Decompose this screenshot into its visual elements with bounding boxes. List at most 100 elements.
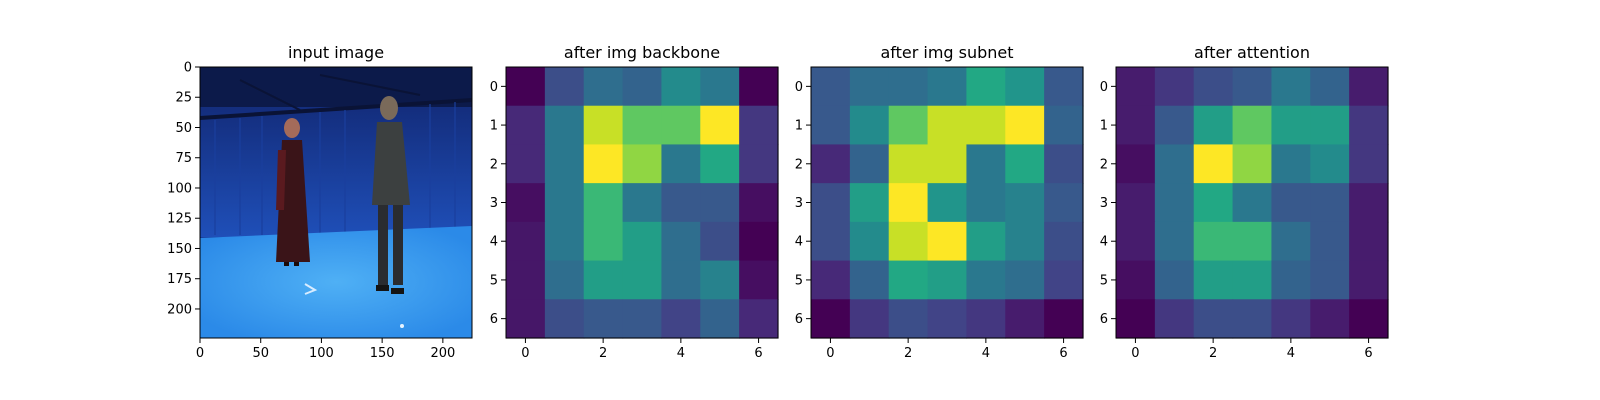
- heatmap-3-cell-0-3: [1232, 67, 1273, 107]
- heatmap-3-cell-4-6: [1349, 221, 1389, 262]
- heatmap-3-cell-0-4: [1271, 67, 1311, 107]
- heatmap-2-cell-1-6: [1044, 105, 1084, 146]
- input-y-tick-175: 175: [167, 272, 192, 287]
- heatmap-3-cell-5-3: [1232, 260, 1273, 300]
- heatmap-1-y-tick-4: 4: [490, 235, 498, 250]
- heatmap-2-cell-0-3: [927, 67, 968, 107]
- heatmap-3-cell-2-3: [1232, 144, 1273, 184]
- heatmap-2-cell-0-1: [849, 67, 890, 107]
- heatmap-2-x-tick-0: 0: [826, 346, 834, 361]
- heatmap-3-cell-6-3: [1232, 299, 1273, 339]
- heatmap-2-cell-2-2: [888, 144, 929, 184]
- attention-heatmap-title: after attention: [1194, 43, 1310, 62]
- heatmap-1-cell-1-5: [700, 105, 740, 146]
- heatmap-3-cell-0-5: [1310, 67, 1350, 107]
- heatmap-3-y-tick-4: 4: [1100, 235, 1108, 250]
- heatmap-2-cell-6-0: [811, 299, 851, 339]
- heatmap-3-cell-2-6: [1349, 144, 1389, 184]
- heatmap-1-cell-1-0: [506, 105, 546, 146]
- heatmap-1-cell-1-2: [583, 105, 624, 146]
- heatmap-3-cell-0-0: [1116, 67, 1156, 107]
- heatmap-1-cell-6-5: [700, 299, 740, 339]
- heatmap-1-x-tick-0: 0: [521, 346, 529, 361]
- heatmap-1-cell-5-4: [661, 260, 701, 300]
- heatmap-2-cell-6-5: [1005, 299, 1045, 339]
- heatmap-2-cell-2-5: [1005, 144, 1045, 184]
- heatmap-3-cell-3-2: [1193, 183, 1234, 223]
- heatmap-3-cell-2-0: [1116, 144, 1156, 184]
- input-y-tick-75: 75: [175, 151, 192, 166]
- heatmap-3-cell-4-1: [1154, 221, 1195, 262]
- heatmap-1-x-tick-4: 4: [677, 346, 685, 361]
- heatmap-3-cell-1-6: [1349, 105, 1389, 146]
- heatmap-3-cell-3-4: [1271, 183, 1311, 223]
- heatmap-1-x-tick-2: 2: [599, 346, 607, 361]
- heatmap-2-cell-1-1: [849, 105, 890, 146]
- heatmap-3-cell-1-2: [1193, 105, 1234, 146]
- heatmap-3-cell-6-1: [1154, 299, 1195, 339]
- heatmap-1-cell-3-0: [506, 183, 546, 223]
- input-y-tick-125: 125: [167, 212, 192, 227]
- input-image-panel: input image: [167, 43, 473, 361]
- heatmap-1-cell-5-5: [700, 260, 740, 300]
- heatmap-1-cell-1-1: [544, 105, 585, 146]
- heatmap-2-cell-1-5: [1005, 105, 1045, 146]
- heatmap-3-cell-1-0: [1116, 105, 1156, 146]
- input-y-tick-150: 150: [167, 242, 192, 257]
- heatmap-3-y-tick-3: 3: [1100, 196, 1108, 211]
- input-y-tick-25: 25: [175, 91, 192, 106]
- backbone-heatmap-panel: after img backbone 0 2 4 6 0 1 2 3 4 5 6: [490, 43, 779, 361]
- heatmap-2-cell-1-0: [811, 105, 851, 146]
- heatmap-1-cell-4-3: [622, 221, 663, 262]
- heatmap-2-cell-3-2: [888, 183, 929, 223]
- heatmap-2-cell-4-0: [811, 221, 851, 262]
- heatmap-1-cell-1-3: [622, 105, 663, 146]
- heatmap-2-cell-3-5: [1005, 183, 1045, 223]
- heatmap-2-x-tick-2: 2: [904, 346, 912, 361]
- heatmap-3-y-tick-5: 5: [1100, 273, 1108, 288]
- heatmap-2-cell-2-1: [849, 144, 890, 184]
- heatmap-3-cell-2-5: [1310, 144, 1350, 184]
- heatmap-2-cell-0-4: [966, 67, 1006, 107]
- heatmap-2-cell-3-0: [811, 183, 851, 223]
- heatmap-2-cell-4-5: [1005, 221, 1045, 262]
- heatmap-2-cell-5-2: [888, 260, 929, 300]
- heatmap-2-y-tick-3: 3: [795, 196, 803, 211]
- heatmap-2-cell-3-4: [966, 183, 1006, 223]
- heatmap-3-y-tick-6: 6: [1100, 312, 1108, 327]
- heatmap-3-cell-3-6: [1349, 183, 1389, 223]
- heatmap-2-x-tick-6: 6: [1059, 346, 1067, 361]
- heatmap-2-cell-6-6: [1044, 299, 1084, 339]
- heatmap-1-cell-5-2: [583, 260, 624, 300]
- heatmap-1-cell-3-6: [739, 183, 779, 223]
- heatmap-2-cell-0-6: [1044, 67, 1084, 107]
- heatmap-3-cell-3-5: [1310, 183, 1350, 223]
- heatmap-1-cell-0-2: [583, 67, 624, 107]
- heatmap-2-cell-5-6: [1044, 260, 1084, 300]
- heatmap-1-cell-3-1: [544, 183, 585, 223]
- heatmap-1-cell-5-1: [544, 260, 585, 300]
- heatmap-1-cell-4-2: [583, 221, 624, 262]
- heatmap-2-cell-5-0: [811, 260, 851, 300]
- subnet-heatmap-panel: after img subnet 0 2 4 6 0 1 2 3 4 5 6: [795, 43, 1084, 361]
- heatmap-1-cell-4-1: [544, 221, 585, 262]
- heatmap-2-cell-6-2: [888, 299, 929, 339]
- heatmap-1-cell-0-3: [622, 67, 663, 107]
- heatmap-1-y-tick-6: 6: [490, 312, 498, 327]
- heatmap-3-cell-4-5: [1310, 221, 1350, 262]
- heatmap-1-cell-3-3: [622, 183, 663, 223]
- heatmap-1-cell-1-6: [739, 105, 779, 146]
- heatmap-3-cell-6-5: [1310, 299, 1350, 339]
- heatmap-2-cell-6-3: [927, 299, 968, 339]
- heatmap-1-cell-3-5: [700, 183, 740, 223]
- heatmap-1-cell-6-6: [739, 299, 779, 339]
- heatmap-2-cell-4-4: [966, 221, 1006, 262]
- heatmap-3-x-tick-6: 6: [1364, 346, 1372, 361]
- backbone-heatmap-title: after img backbone: [564, 43, 720, 62]
- heatmap-1-cell-4-4: [661, 221, 701, 262]
- heatmap-2-y-tick-6: 6: [795, 312, 803, 327]
- heatmap-2-cell-2-3: [927, 144, 968, 184]
- heatmap-3-cell-4-2: [1193, 221, 1234, 262]
- heatmap-3-cell-1-5: [1310, 105, 1350, 146]
- heatmap-2-cell-0-0: [811, 67, 851, 107]
